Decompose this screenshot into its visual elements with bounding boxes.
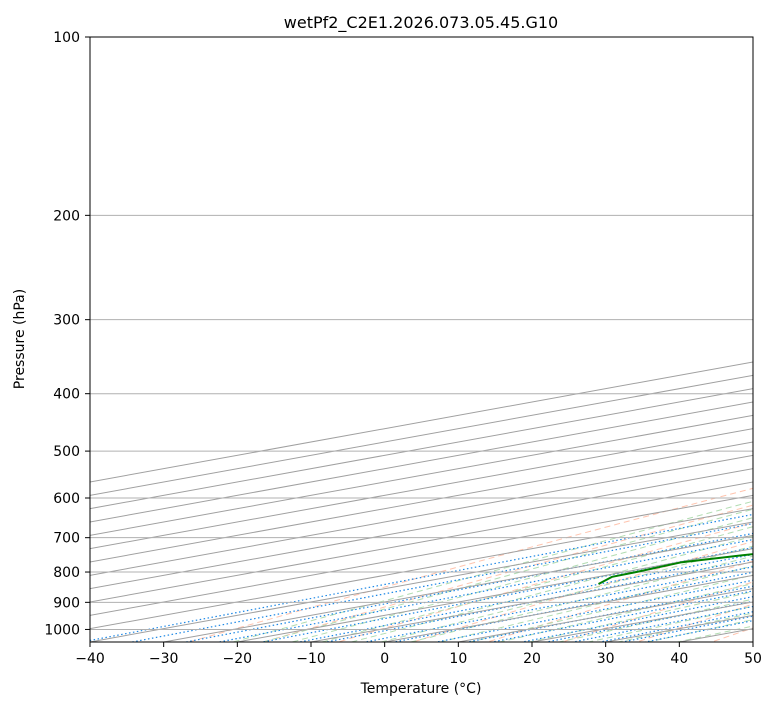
- moist-adiabat: [290, 517, 753, 642]
- y-tick-label: 600: [53, 491, 80, 507]
- mixing-ratio-line: [259, 547, 753, 642]
- plot-frame: [89, 36, 754, 643]
- moist-adiabat: [378, 545, 753, 642]
- x-tick-label: 30: [597, 651, 615, 667]
- y-tick-label: 300: [53, 313, 80, 329]
- isotherm-line: [90, 494, 753, 616]
- dry-adiabat: [336, 522, 753, 642]
- x-tick-label: 0: [380, 651, 389, 667]
- y-tick-label: 800: [53, 565, 80, 581]
- x-tick-label: 50: [744, 651, 762, 667]
- x-axis-label: Temperature (°C): [360, 681, 482, 697]
- isotherm-line: [90, 481, 753, 603]
- moist-adiabat: [438, 565, 753, 642]
- isotherm-line: [90, 441, 753, 563]
- y-tick-label: 900: [53, 595, 80, 611]
- mixing-ratio-line: [128, 522, 753, 642]
- isotherm-line: [160, 534, 753, 642]
- pressure-gridlines: [90, 37, 753, 630]
- isotherm-line: [90, 508, 753, 630]
- x-axis-ticks: −40 −30 −20 −10 0 10 20 30 40 50: [75, 642, 762, 667]
- y-tick-label: 500: [53, 444, 80, 460]
- moist-adiabat: [527, 591, 753, 642]
- dry-adiabats: [186, 487, 753, 642]
- isotherm-line: [90, 468, 753, 590]
- isotherm-line: [90, 521, 753, 642]
- y-tick-label: 200: [53, 208, 80, 224]
- isotherm-line: [234, 548, 753, 642]
- moist-adiabat: [260, 508, 753, 642]
- mixing-ratio-line: [362, 566, 753, 642]
- moist-adiabat: [556, 598, 753, 642]
- x-tick-label: 20: [523, 651, 541, 667]
- y-tick-label: 400: [53, 387, 80, 403]
- moist-adiabat: [230, 500, 753, 642]
- isotherm-line: [90, 454, 753, 576]
- y-axis-ticks: 1000 900 800 700 600 500 400 300 200 100: [44, 30, 90, 638]
- x-tick-label: 10: [449, 651, 467, 667]
- plot-area: 0.10.20.40.611.52346810131620253036-100-…: [90, 37, 753, 642]
- dry-adiabat: [261, 504, 753, 642]
- mixing-ratio-line: [90, 513, 753, 642]
- y-tick-label: 100: [53, 30, 80, 46]
- x-tick-label: −30: [149, 651, 179, 667]
- x-tick-label: −20: [223, 651, 253, 667]
- chart-title: wetPf2_C2E1.2026.073.05.45.G10: [284, 13, 558, 33]
- y-axis-label: Pressure (hPa): [12, 289, 28, 389]
- x-tick-label: −40: [75, 651, 105, 667]
- mixing-ratio-line: [433, 579, 753, 642]
- y-tick-label: 1000: [44, 622, 80, 638]
- y-tick-label: 700: [53, 531, 80, 547]
- moist-adiabats: [230, 500, 753, 642]
- isotherms: [90, 361, 753, 642]
- moist-adiabat: [467, 574, 753, 642]
- x-tick-label: 40: [670, 651, 688, 667]
- x-tick-label: −10: [296, 651, 326, 667]
